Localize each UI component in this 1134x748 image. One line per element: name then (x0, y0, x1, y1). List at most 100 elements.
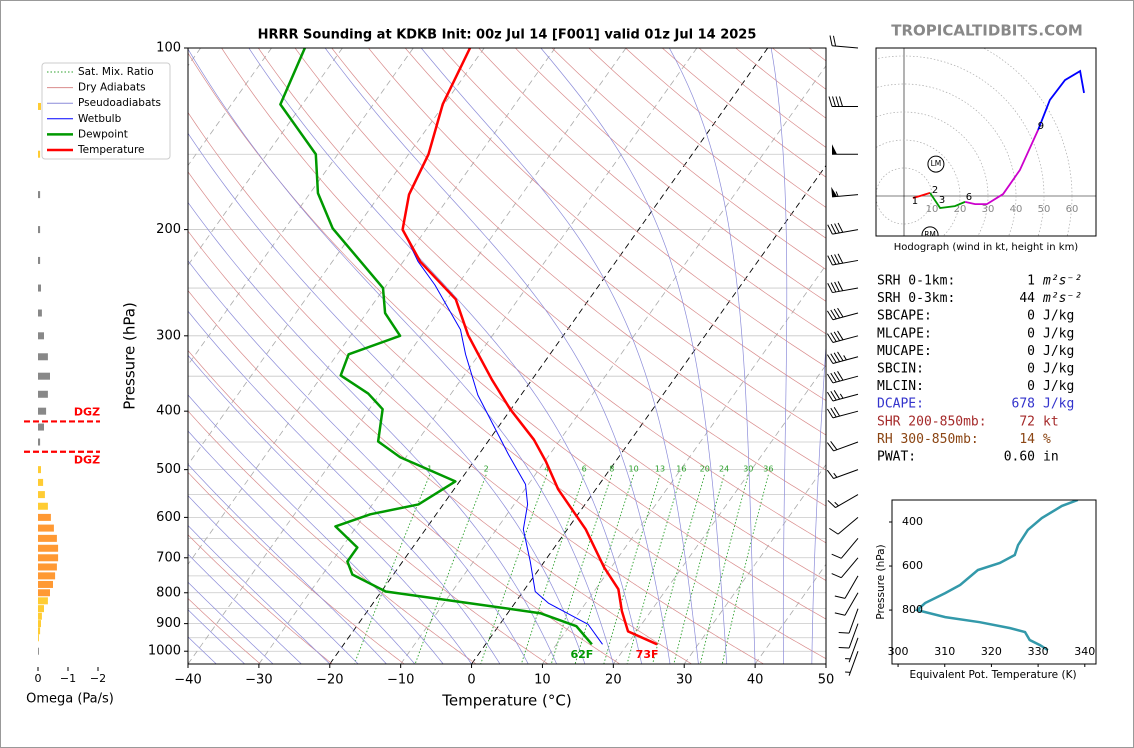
barb-feather (834, 281, 840, 292)
dry-adiabat (515, 48, 826, 302)
dry-adiabat (258, 48, 826, 544)
mixing-ratio-line (626, 474, 682, 664)
plot-area: 1 2 4 6 8 10 13 16 20 24 30 36 (188, 48, 826, 664)
stat-label: PWAT: (877, 450, 916, 465)
omega-bar (38, 597, 48, 605)
wind-barb (838, 608, 859, 634)
hodo-ring (876, 83, 1017, 236)
barb-feather (829, 35, 833, 46)
hodo-ring (876, 55, 1045, 236)
barb-feather (826, 391, 834, 402)
barb-feather (833, 308, 841, 319)
mixing-ratio-label: 10 (629, 464, 639, 473)
barb-feather (833, 406, 841, 417)
omega-bar (38, 612, 42, 620)
stat-unit: J/kg (1043, 379, 1074, 394)
omega-bar (38, 150, 41, 158)
barb-staff (844, 592, 859, 616)
omega-bar (38, 620, 41, 628)
mixing-ratio-label: 30 (743, 464, 753, 473)
hodo-ring (876, 139, 961, 236)
isotherm (188, 48, 627, 664)
storm-motion-label: LM (931, 159, 942, 168)
mixing-ratio-label: 6 (582, 464, 587, 473)
stat-label: DCAPE: (877, 397, 924, 412)
barb-staff (832, 356, 859, 364)
barb-feather (837, 222, 844, 233)
y-tick-label: 600 (156, 510, 181, 525)
dry-adiabat (221, 48, 826, 581)
hodo-ring (876, 111, 989, 236)
stat-unit: % (1043, 432, 1051, 447)
x-tick-label: −2 (90, 672, 106, 685)
barb-staff (837, 517, 859, 535)
highlight-isotherm (471, 164, 826, 664)
legend-label: Dewpoint (78, 128, 128, 140)
hodo-frame (875, 47, 1097, 237)
barb-feather (830, 372, 837, 383)
omega-bar (38, 102, 41, 110)
stat-unit: in (1043, 450, 1059, 465)
omega-bar (38, 466, 41, 474)
omega-bar (38, 605, 44, 613)
barb-feather (838, 646, 850, 649)
barb-feather (834, 254, 840, 264)
barb-feather (837, 330, 844, 341)
barb-half (839, 393, 844, 399)
omega-bar (38, 407, 47, 415)
stat-unit: kt (1043, 414, 1059, 429)
x-tick-label: 330 (1028, 645, 1049, 658)
y-tick-label: 500 (156, 462, 181, 477)
barb-feather (833, 371, 841, 382)
isotherm (683, 463, 826, 664)
barb-feather (834, 223, 840, 234)
mixing-ratio-label: 16 (676, 464, 686, 473)
x-tick-label: 340 (1074, 645, 1095, 658)
dry-adiabat (188, 111, 826, 660)
omega-bar (38, 502, 48, 510)
barb-feather (830, 309, 837, 320)
y-tick-label: 200 (156, 222, 181, 237)
barb-feather (837, 371, 844, 381)
barb-feather (838, 631, 850, 634)
omega-bar (38, 524, 54, 532)
hodo-ring-label: 50 (1038, 204, 1051, 215)
barb-feather (828, 96, 833, 107)
mixing-ratio-label: 20 (700, 464, 710, 473)
mixing-ratio-line (353, 474, 431, 664)
barb-staff (833, 441, 859, 452)
dry-adiabat (404, 48, 826, 402)
barb-staff (832, 312, 859, 321)
omega-bar (38, 544, 59, 552)
stat-label: MUCAPE: (877, 344, 932, 359)
barb-feather (837, 351, 844, 362)
mixing-ratio-label: 2 (484, 464, 489, 473)
x-tick-label: 310 (934, 645, 955, 658)
y-tick-label: 800 (156, 585, 181, 600)
wind-barb (827, 253, 859, 266)
barb-staff (848, 637, 859, 663)
pseudoadiabat (188, 430, 416, 664)
hodo-height-label: 1 (912, 196, 918, 207)
barb-feather (829, 527, 839, 535)
y-tick-label: 800 (902, 603, 923, 616)
stat-value: 1 (1027, 274, 1035, 289)
barb-feather (832, 96, 836, 107)
x-tick-label: 0 (467, 673, 475, 688)
barb-feather (830, 282, 837, 293)
omega-bar (38, 563, 57, 571)
x-axis-label: Equivalent Pot. Temperature (K) (909, 669, 1076, 681)
barb-staff (848, 651, 859, 676)
stat-unit: J/kg (1043, 362, 1074, 377)
legend-label: Sat. Mix. Ratio (78, 66, 154, 78)
stat-value: 44 (1019, 291, 1035, 306)
hodo-ring-label: 30 (982, 204, 995, 215)
wind-barb (831, 557, 859, 579)
pseudoadiabat (188, 48, 614, 664)
dgz-label: DGZ (74, 405, 100, 418)
hodo-height-label: 3 (939, 195, 945, 206)
y-tick-label: 900 (156, 616, 181, 631)
barb-feather (833, 352, 841, 362)
wind-barb (826, 330, 859, 344)
